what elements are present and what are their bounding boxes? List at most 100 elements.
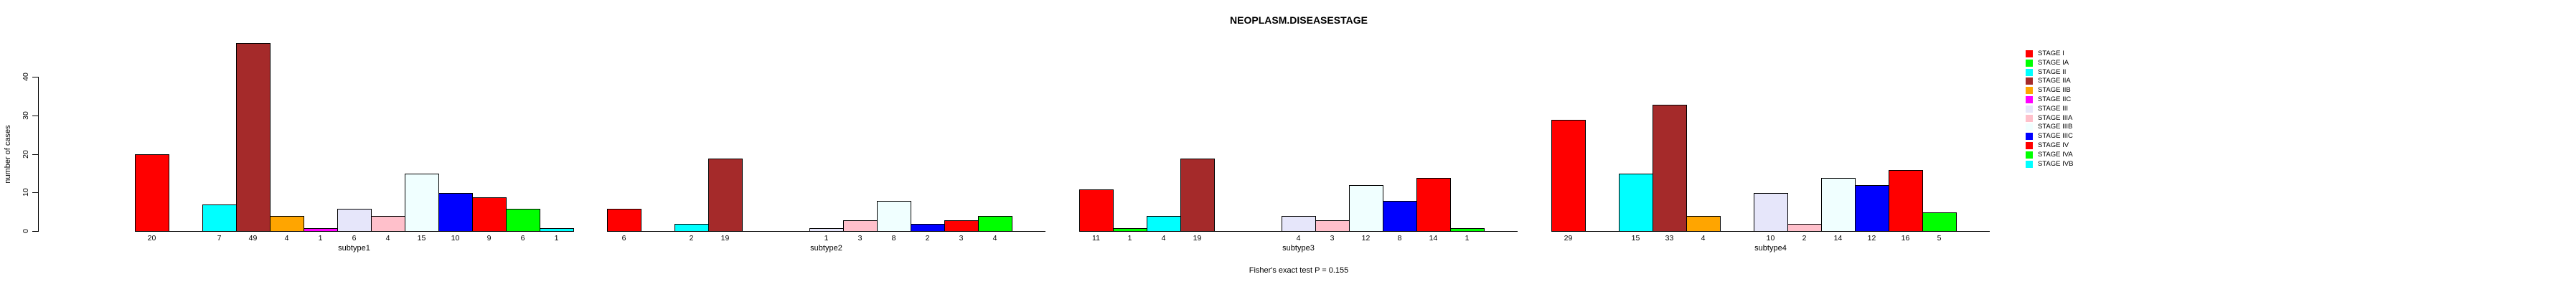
bar-subtype3-stage-ia bbox=[1113, 228, 1147, 232]
legend-label: STAGE IIA bbox=[2038, 77, 2071, 85]
bar-subtype4-stage-iiia bbox=[1787, 224, 1822, 232]
legend-swatch bbox=[2026, 77, 2033, 85]
bar-value-label: 33 bbox=[1665, 234, 1674, 243]
y-axis-line bbox=[38, 77, 39, 232]
bar-value-label: 10 bbox=[1766, 234, 1775, 243]
bar-subtype1-stage-iic bbox=[304, 228, 338, 232]
bar-subtype4-stage-ii bbox=[1619, 174, 1653, 232]
y-axis-tick-label: 40 bbox=[22, 72, 30, 81]
bar-value-label: 3 bbox=[1330, 234, 1335, 243]
bar-value-label: 2 bbox=[925, 234, 930, 243]
bar-value-label: 3 bbox=[959, 234, 964, 243]
bar-subtype1-stage-iiib bbox=[405, 174, 439, 232]
bar-subtype4-stage-iiic bbox=[1855, 185, 1889, 232]
y-axis-title: number of cases bbox=[4, 125, 12, 184]
bar-subtype1-stage-iv bbox=[472, 197, 507, 232]
bar-value-label: 4 bbox=[385, 234, 390, 243]
bar-value-label: 19 bbox=[720, 234, 730, 243]
bar-subtype2-stage-iva bbox=[978, 216, 1012, 232]
y-axis-tick bbox=[32, 154, 38, 155]
legend-swatch bbox=[2026, 96, 2033, 103]
legend-label: STAGE II bbox=[2038, 67, 2067, 76]
bar-value-label: 1 bbox=[1465, 234, 1470, 243]
bar-value-label: 10 bbox=[451, 234, 460, 243]
bar-value-label: 5 bbox=[1937, 234, 1942, 243]
bar-value-label: 4 bbox=[284, 234, 289, 243]
bar-value-label: 20 bbox=[147, 234, 156, 243]
legend-swatch bbox=[2026, 87, 2033, 95]
bar-subtype2-stage-iiic bbox=[911, 224, 945, 232]
legend-label: STAGE III bbox=[2038, 104, 2069, 113]
bar-value-label: 14 bbox=[1833, 234, 1843, 243]
bar-subtype2-stage-ii bbox=[674, 224, 709, 232]
legend-label: STAGE IIB bbox=[2038, 86, 2071, 95]
bar-subtype3-stage-iiic bbox=[1383, 201, 1417, 232]
bar-subtype3-stage-iiib bbox=[1349, 185, 1383, 232]
bar-value-label: 14 bbox=[1429, 234, 1438, 243]
legend-swatch bbox=[2026, 123, 2033, 131]
bar-value-label: 2 bbox=[1802, 234, 1807, 243]
bar-subtype3-stage-iii bbox=[1282, 216, 1316, 232]
legend-label: STAGE IIIA bbox=[2038, 113, 2073, 122]
bar-value-label: 8 bbox=[1397, 234, 1402, 243]
bar-value-label: 49 bbox=[248, 234, 258, 243]
bar-value-label: 1 bbox=[1127, 234, 1132, 243]
bar-subtype1-stage-iiic bbox=[438, 193, 473, 232]
bar-subtype4-stage-iv bbox=[1889, 170, 1923, 232]
bar-subtype1-stage-i bbox=[135, 154, 169, 232]
bar-value-label: 4 bbox=[1296, 234, 1301, 243]
bar-subtype3-stage-iv bbox=[1416, 178, 1451, 232]
bar-subtype2-stage-iiib bbox=[877, 201, 911, 232]
bar-subtype3-stage-iiia bbox=[1315, 220, 1350, 232]
fisher-test-annotation: Fisher's exact test P = 0.155 bbox=[1249, 266, 1349, 275]
bar-subtype4-stage-iiib bbox=[1821, 178, 1856, 232]
bar-value-label: 4 bbox=[992, 234, 997, 243]
bar-value-label: 29 bbox=[1564, 234, 1573, 243]
y-axis-tick-label: 0 bbox=[22, 229, 30, 233]
y-axis-tick bbox=[32, 231, 38, 232]
legend-swatch bbox=[2026, 68, 2033, 76]
y-axis-tick-label: 10 bbox=[22, 188, 30, 197]
bar-value-label: 3 bbox=[857, 234, 862, 243]
legend-label: STAGE IVB bbox=[2038, 159, 2074, 168]
legend-label: STAGE IIIC bbox=[2038, 132, 2073, 141]
bar-subtype3-stage-i bbox=[1079, 189, 1114, 232]
bar-subtype1-stage-iia bbox=[236, 43, 271, 232]
x-axis-group-label: subtype4 bbox=[1754, 244, 1787, 253]
bar-subtype2-stage-iiia bbox=[843, 220, 878, 232]
chart-title: NEOPLASM.DISEASESTAGE bbox=[1230, 14, 1368, 26]
x-axis-group-label: subtype3 bbox=[1282, 244, 1315, 253]
y-axis-tick-label: 30 bbox=[22, 110, 30, 120]
legend-swatch bbox=[2026, 105, 2033, 113]
bar-subtype4-stage-i bbox=[1551, 120, 1586, 232]
bar-subtype4-stage-iva bbox=[1922, 212, 1957, 232]
bar-value-label: 1 bbox=[824, 234, 829, 243]
bar-subtype2-stage-iii bbox=[809, 228, 844, 232]
bar-subtype1-stage-iva bbox=[506, 209, 540, 232]
bar-subtype3-stage-iva bbox=[1450, 228, 1485, 232]
bar-value-label: 1 bbox=[554, 234, 559, 243]
bar-subtype4-stage-iii bbox=[1754, 193, 1788, 232]
bar-subtype1-stage-iiia bbox=[371, 216, 405, 232]
bar-value-label: 4 bbox=[1161, 234, 1166, 243]
bar-value-label: 6 bbox=[520, 234, 525, 243]
bar-subtype2-stage-i bbox=[607, 209, 641, 232]
legend-label: STAGE IIC bbox=[2038, 95, 2072, 103]
bar-value-label: 6 bbox=[621, 234, 626, 243]
bar-subtype4-stage-iib bbox=[1686, 216, 1721, 232]
bar-value-label: 6 bbox=[352, 234, 357, 243]
y-axis-tick-label: 20 bbox=[22, 149, 30, 159]
legend-swatch bbox=[2026, 142, 2033, 149]
bar-value-label: 7 bbox=[217, 234, 222, 243]
bar-value-label: 2 bbox=[689, 234, 694, 243]
bar-value-label: 9 bbox=[486, 234, 492, 243]
bar-subtype1-stage-ii bbox=[202, 204, 237, 232]
bar-subtype1-stage-ivb bbox=[540, 228, 574, 232]
bar-value-label: 19 bbox=[1193, 234, 1202, 243]
bar-value-label: 12 bbox=[1867, 234, 1876, 243]
legend-swatch bbox=[2026, 133, 2033, 141]
legend-label: STAGE IA bbox=[2038, 58, 2069, 67]
legend-label: STAGE IVA bbox=[2038, 150, 2073, 159]
bar-value-label: 15 bbox=[417, 234, 426, 243]
